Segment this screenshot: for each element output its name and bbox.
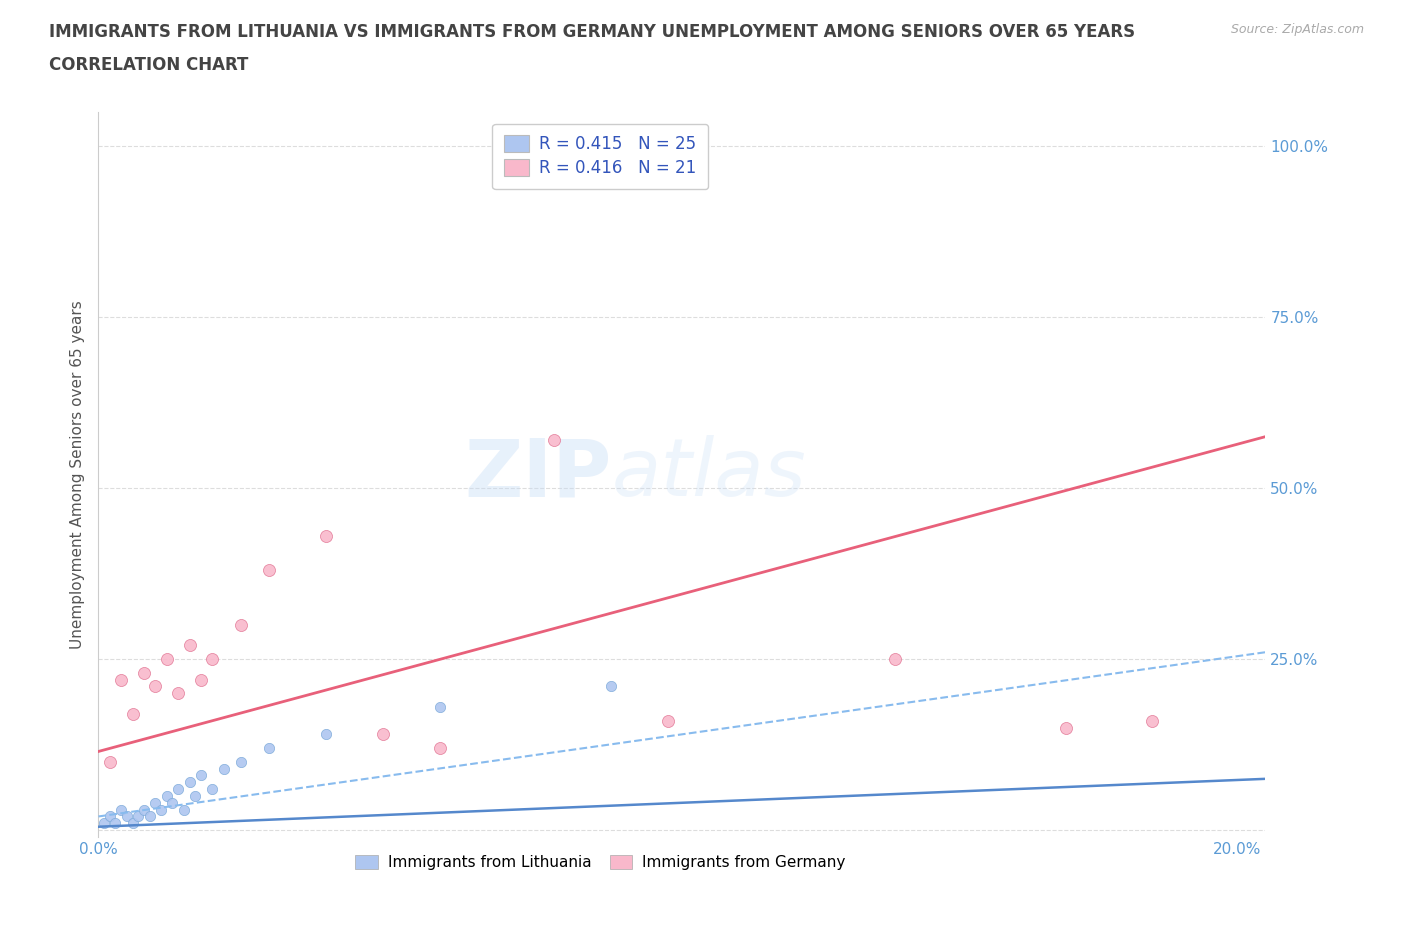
Text: IMMIGRANTS FROM LITHUANIA VS IMMIGRANTS FROM GERMANY UNEMPLOYMENT AMONG SENIORS : IMMIGRANTS FROM LITHUANIA VS IMMIGRANTS … <box>49 23 1135 41</box>
Point <box>884 652 907 667</box>
Point <box>429 740 451 755</box>
Point <box>190 672 212 687</box>
Point <box>167 781 190 796</box>
Point <box>132 665 155 680</box>
Point <box>173 803 195 817</box>
Point <box>156 789 179 804</box>
Text: ZIP: ZIP <box>464 435 612 513</box>
Point <box>104 816 127 830</box>
Point <box>543 432 565 447</box>
Point <box>1140 713 1163 728</box>
Point <box>156 652 179 667</box>
Point <box>657 713 679 728</box>
Point <box>115 809 138 824</box>
Point <box>498 139 520 153</box>
Point <box>143 679 166 694</box>
Point <box>143 795 166 810</box>
Point <box>110 803 132 817</box>
Point <box>1054 720 1077 735</box>
Point <box>179 638 201 653</box>
Point <box>201 652 224 667</box>
Point <box>257 740 280 755</box>
Text: Source: ZipAtlas.com: Source: ZipAtlas.com <box>1230 23 1364 36</box>
Point <box>315 727 337 742</box>
Point <box>121 707 143 722</box>
Point <box>121 816 143 830</box>
Point <box>229 618 252 632</box>
Text: CORRELATION CHART: CORRELATION CHART <box>49 56 249 73</box>
Point <box>429 699 451 714</box>
Point <box>167 685 190 700</box>
Point <box>599 679 621 694</box>
Point <box>184 789 207 804</box>
Point <box>110 672 132 687</box>
Point <box>162 795 184 810</box>
Point <box>179 775 201 790</box>
Point <box>93 816 115 830</box>
Point <box>98 809 121 824</box>
Point <box>127 809 149 824</box>
Point <box>229 754 252 769</box>
Point <box>201 781 224 796</box>
Point <box>371 727 394 742</box>
Text: atlas: atlas <box>612 435 807 513</box>
Point <box>190 768 212 783</box>
Point <box>315 528 337 543</box>
Y-axis label: Unemployment Among Seniors over 65 years: Unemployment Among Seniors over 65 years <box>69 300 84 649</box>
Point <box>150 803 173 817</box>
Point <box>212 761 235 776</box>
Point <box>257 563 280 578</box>
Point <box>98 754 121 769</box>
Point <box>138 809 160 824</box>
Legend: Immigrants from Lithuania, Immigrants from Germany: Immigrants from Lithuania, Immigrants fr… <box>349 849 851 876</box>
Point <box>132 803 155 817</box>
